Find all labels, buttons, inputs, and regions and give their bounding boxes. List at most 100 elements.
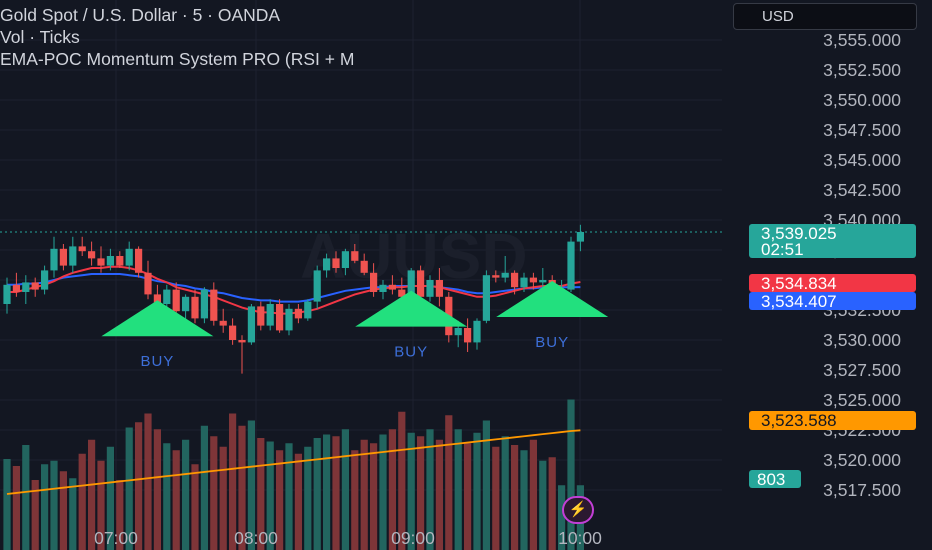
candle bbox=[78, 236, 86, 256]
volume-bar bbox=[59, 471, 67, 550]
bolt-icon: ⚡ bbox=[568, 501, 588, 518]
candle-body bbox=[97, 258, 105, 266]
volume-bar bbox=[332, 436, 340, 550]
symbol-title[interactable]: Gold Spot / U.S. Dollar · 5 · OANDA bbox=[0, 5, 281, 25]
candle bbox=[417, 265, 425, 300]
volume-ma-label: 3,523.588 bbox=[761, 411, 837, 430]
candle-body bbox=[539, 280, 547, 283]
volume-bar bbox=[12, 466, 20, 550]
candle bbox=[576, 224, 584, 252]
volume-bar bbox=[351, 450, 359, 550]
volume-bar bbox=[266, 441, 274, 550]
time-tick-label: 09:00 bbox=[391, 528, 435, 548]
volume-bar bbox=[567, 399, 575, 550]
volume-bar bbox=[294, 453, 302, 550]
candle bbox=[511, 270, 519, 295]
volume-ma-series bbox=[6, 429, 581, 495]
volume-bar bbox=[482, 420, 490, 550]
candle bbox=[97, 246, 105, 273]
candle bbox=[50, 236, 58, 278]
candle-body bbox=[163, 289, 171, 304]
buy-signals: BUY BUY BUY bbox=[101, 281, 609, 370]
time-tick-label: 08:00 bbox=[234, 528, 278, 548]
candle bbox=[482, 270, 490, 324]
candle-body bbox=[323, 258, 331, 271]
strategy-indicator-title[interactable]: EMA-POC Momentum System PRO (RSI + M bbox=[0, 49, 355, 69]
candle bbox=[247, 304, 255, 345]
volume-bars bbox=[3, 399, 584, 550]
volume-bar bbox=[407, 432, 415, 550]
candle-body bbox=[135, 248, 143, 273]
volume-bar bbox=[172, 450, 180, 550]
volume-bar bbox=[454, 429, 462, 550]
buy-label: BUY bbox=[535, 334, 569, 351]
price-axis[interactable]: 3,517.5003,520.0003,522.5003,525.0003,52… bbox=[823, 30, 901, 500]
candle bbox=[31, 277, 39, 297]
volume-bar bbox=[323, 434, 331, 550]
price-tick-label: 3,520.000 bbox=[823, 450, 901, 470]
volume-bar bbox=[511, 445, 519, 550]
candle bbox=[435, 268, 443, 307]
candle-body bbox=[435, 280, 443, 297]
volume-bar bbox=[341, 429, 349, 550]
candle bbox=[313, 265, 321, 309]
candle-body bbox=[360, 260, 368, 273]
candle bbox=[69, 236, 77, 273]
ema-blue-badge bbox=[749, 292, 916, 310]
candle-body bbox=[247, 306, 255, 343]
candle bbox=[370, 263, 378, 297]
alert-button[interactable]: ⚡ bbox=[562, 496, 594, 524]
ema-red-label: 3,534.834 bbox=[761, 274, 837, 293]
candle-body bbox=[576, 232, 584, 242]
candle-body bbox=[529, 277, 537, 283]
candle bbox=[332, 251, 340, 273]
volume-bar bbox=[360, 439, 368, 550]
candle-body bbox=[219, 320, 227, 326]
candle bbox=[501, 256, 509, 283]
candle bbox=[257, 301, 265, 331]
candle-body bbox=[69, 246, 77, 266]
price-tick-label: 3,547.500 bbox=[823, 120, 901, 140]
candle bbox=[200, 287, 208, 324]
candle-body bbox=[12, 284, 20, 292]
volume-bar bbox=[417, 436, 425, 550]
candle-body bbox=[88, 251, 96, 259]
countdown-label: 02:51 bbox=[761, 240, 804, 259]
volume-bar bbox=[276, 450, 284, 550]
volume-bar bbox=[445, 415, 453, 550]
volume-bar bbox=[539, 460, 547, 550]
volume-bar bbox=[78, 453, 86, 550]
candle-body bbox=[229, 325, 237, 340]
candle bbox=[520, 272, 528, 292]
last-price-badge bbox=[749, 224, 916, 258]
candle-body bbox=[567, 241, 575, 290]
candle bbox=[125, 241, 133, 271]
price-tick-label: 3,550.000 bbox=[823, 90, 901, 110]
volume-bar bbox=[219, 446, 227, 550]
candle bbox=[135, 246, 143, 278]
candle-body bbox=[294, 308, 302, 319]
ema-red-badge bbox=[749, 274, 916, 292]
candle-body bbox=[454, 328, 462, 336]
volume-bar bbox=[163, 443, 171, 550]
candle bbox=[539, 268, 547, 288]
candle bbox=[191, 289, 199, 324]
candle-body bbox=[78, 246, 86, 252]
volume-bar bbox=[116, 480, 124, 550]
volume-bar bbox=[135, 422, 143, 550]
currency-button[interactable]: USD bbox=[733, 3, 917, 30]
candle bbox=[3, 277, 11, 314]
time-axis[interactable]: 07:00 08:00 09:00 10:00 bbox=[94, 528, 602, 548]
volume-bar bbox=[426, 429, 434, 550]
volume-badge bbox=[749, 470, 801, 488]
volume-bar bbox=[304, 446, 312, 550]
candle-body bbox=[276, 304, 284, 331]
volume-indicator-title[interactable]: Vol · Ticks bbox=[0, 27, 80, 47]
volume-bar bbox=[238, 425, 246, 550]
candle bbox=[323, 253, 331, 278]
candle-body bbox=[182, 296, 190, 312]
price-tick-label: 3,552.500 bbox=[823, 60, 901, 80]
volume-ma-line bbox=[6, 429, 581, 495]
